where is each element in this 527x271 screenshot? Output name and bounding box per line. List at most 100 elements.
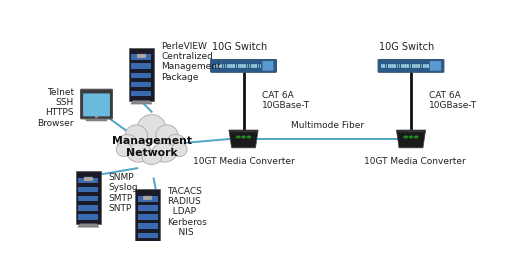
FancyBboxPatch shape: [76, 171, 101, 224]
Polygon shape: [229, 130, 258, 133]
Bar: [394, 64, 396, 68]
Circle shape: [237, 136, 240, 138]
Bar: [245, 64, 246, 68]
Ellipse shape: [118, 134, 137, 152]
Ellipse shape: [126, 143, 152, 162]
Bar: [131, 54, 151, 60]
Bar: [79, 178, 99, 183]
Bar: [84, 177, 93, 181]
Ellipse shape: [137, 115, 166, 143]
Bar: [390, 64, 392, 68]
Text: PerleVIEW
Centralized
Management
Package: PerleVIEW Centralized Management Package: [161, 42, 221, 82]
FancyBboxPatch shape: [129, 47, 154, 101]
Bar: [414, 64, 416, 68]
Bar: [216, 64, 218, 68]
FancyBboxPatch shape: [378, 60, 444, 72]
Bar: [131, 63, 151, 69]
FancyBboxPatch shape: [211, 60, 277, 72]
Polygon shape: [131, 101, 152, 104]
Bar: [131, 82, 151, 88]
Bar: [253, 64, 255, 68]
Bar: [236, 64, 237, 68]
Bar: [256, 64, 257, 68]
Bar: [233, 64, 235, 68]
Polygon shape: [77, 224, 99, 227]
Bar: [401, 64, 403, 68]
Bar: [79, 205, 99, 211]
Text: 10G Switch: 10G Switch: [379, 42, 435, 52]
Text: SNMP
Syslog
SMTP
SNTP: SNMP Syslog SMTP SNTP: [108, 173, 138, 213]
Bar: [242, 64, 244, 68]
Bar: [79, 186, 99, 192]
Ellipse shape: [172, 142, 187, 157]
Bar: [425, 64, 427, 68]
Circle shape: [247, 136, 250, 138]
Bar: [79, 214, 99, 220]
Circle shape: [242, 136, 245, 138]
Text: CAT 6A
10GBase-T: CAT 6A 10GBase-T: [430, 91, 477, 110]
Bar: [416, 64, 418, 68]
Bar: [137, 54, 145, 58]
Polygon shape: [137, 243, 158, 246]
FancyBboxPatch shape: [430, 61, 441, 71]
Text: TACACS
RADIUS
  LDAP
Kerberos
    NIS: TACACS RADIUS LDAP Kerberos NIS: [167, 187, 207, 237]
FancyBboxPatch shape: [135, 189, 160, 243]
Circle shape: [415, 136, 418, 138]
Bar: [143, 196, 152, 200]
Bar: [95, 115, 98, 118]
Bar: [409, 64, 412, 68]
Text: Multimode Fiber: Multimode Fiber: [291, 121, 364, 130]
Text: Management
Network: Management Network: [112, 137, 192, 158]
Polygon shape: [396, 130, 426, 133]
Bar: [396, 64, 398, 68]
Bar: [386, 64, 387, 68]
Ellipse shape: [116, 142, 132, 157]
Bar: [225, 64, 227, 68]
Text: 10GT Media Converter: 10GT Media Converter: [193, 157, 295, 166]
Bar: [421, 64, 422, 68]
Bar: [138, 205, 158, 211]
Bar: [240, 64, 242, 68]
Polygon shape: [229, 130, 258, 148]
Text: CAT 6A
10GBase-T: CAT 6A 10GBase-T: [262, 91, 310, 110]
FancyBboxPatch shape: [81, 89, 112, 119]
Bar: [131, 91, 151, 96]
Text: 10GT Media Converter: 10GT Media Converter: [364, 157, 466, 166]
Bar: [405, 64, 407, 68]
Ellipse shape: [125, 125, 148, 146]
Bar: [138, 196, 158, 202]
Text: Telnet
SSH
HTTPS
Browser: Telnet SSH HTTPS Browser: [37, 88, 74, 128]
FancyBboxPatch shape: [262, 61, 274, 71]
Ellipse shape: [142, 150, 161, 164]
Bar: [79, 196, 99, 201]
Ellipse shape: [166, 134, 186, 152]
Bar: [381, 64, 383, 68]
Bar: [412, 64, 414, 68]
Bar: [260, 64, 261, 68]
Ellipse shape: [152, 143, 177, 162]
Ellipse shape: [156, 125, 178, 146]
Bar: [138, 233, 158, 238]
Bar: [399, 64, 401, 68]
Bar: [388, 64, 389, 68]
Bar: [138, 224, 158, 229]
Polygon shape: [396, 130, 426, 148]
Bar: [427, 64, 429, 68]
Bar: [238, 64, 240, 68]
Circle shape: [404, 136, 407, 138]
Bar: [86, 119, 107, 121]
Bar: [423, 64, 425, 68]
Bar: [407, 64, 409, 68]
Bar: [229, 64, 231, 68]
Bar: [418, 64, 420, 68]
Bar: [227, 64, 229, 68]
Bar: [403, 64, 405, 68]
Bar: [220, 64, 222, 68]
FancyBboxPatch shape: [83, 93, 110, 116]
Text: 10G Switch: 10G Switch: [212, 42, 267, 52]
Bar: [231, 64, 233, 68]
Bar: [258, 64, 259, 68]
Bar: [249, 64, 250, 68]
Bar: [222, 64, 225, 68]
Bar: [392, 64, 394, 68]
